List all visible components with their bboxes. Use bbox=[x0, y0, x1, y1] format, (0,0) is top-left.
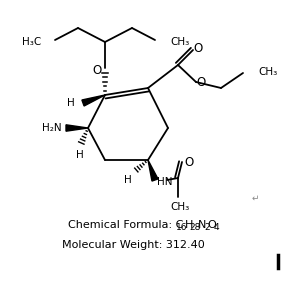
Text: 2: 2 bbox=[204, 223, 210, 232]
Text: H: H bbox=[67, 98, 75, 108]
Text: H₂N: H₂N bbox=[42, 123, 62, 133]
Polygon shape bbox=[82, 95, 105, 106]
Text: O: O bbox=[207, 220, 216, 230]
Text: CH₃: CH₃ bbox=[170, 202, 190, 212]
Text: CH₃: CH₃ bbox=[170, 37, 189, 47]
Text: H: H bbox=[124, 175, 132, 185]
Text: O: O bbox=[197, 76, 206, 90]
Text: HN: HN bbox=[157, 177, 173, 187]
Text: 16: 16 bbox=[176, 223, 188, 232]
Text: 4: 4 bbox=[214, 223, 219, 232]
Text: Molecular Weight: 312.40: Molecular Weight: 312.40 bbox=[62, 240, 204, 250]
Text: O: O bbox=[92, 64, 102, 76]
Text: O: O bbox=[193, 42, 203, 56]
Polygon shape bbox=[66, 125, 88, 131]
Text: H₃C: H₃C bbox=[22, 37, 41, 47]
Text: O: O bbox=[184, 157, 194, 169]
Polygon shape bbox=[148, 160, 158, 181]
Text: H: H bbox=[76, 150, 84, 160]
Text: H: H bbox=[185, 220, 193, 230]
Text: Chemical Formula: C: Chemical Formula: C bbox=[68, 220, 183, 230]
Text: 28: 28 bbox=[190, 223, 201, 232]
Text: ↵: ↵ bbox=[251, 194, 259, 203]
Text: CH₃: CH₃ bbox=[258, 67, 277, 77]
Text: N: N bbox=[198, 220, 206, 230]
